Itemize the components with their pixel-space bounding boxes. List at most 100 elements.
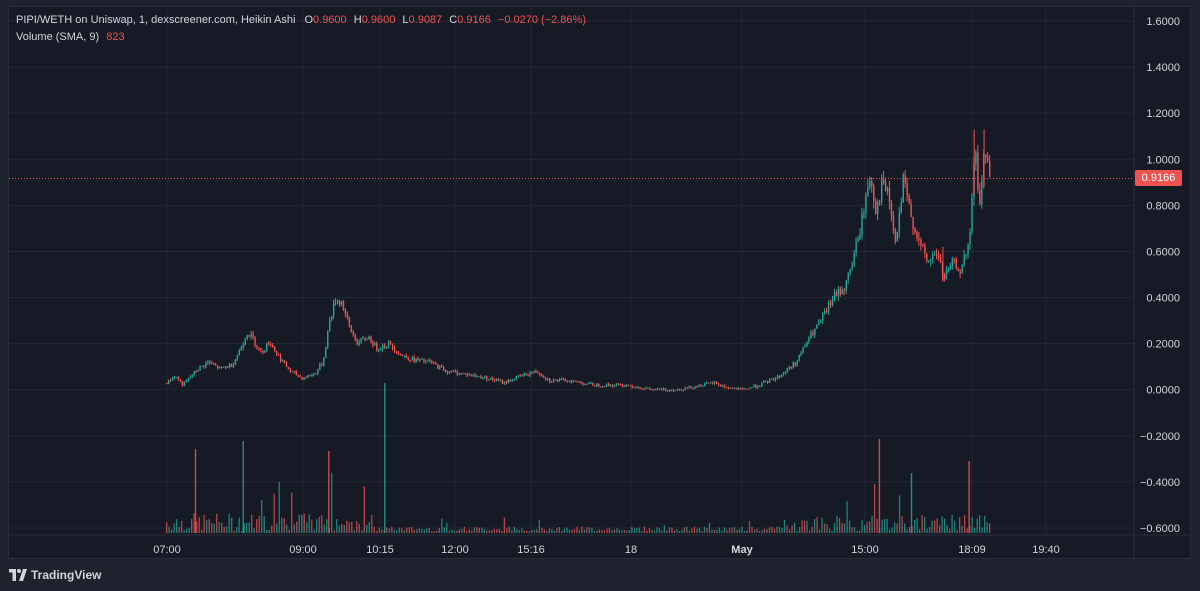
volume-bar [513,526,516,533]
candle-body [892,215,895,231]
volume-bar [588,527,591,533]
volume-bar [298,514,300,533]
candle-body [301,376,303,380]
candle-body [482,377,484,379]
volume-bar [658,527,661,533]
volume-bar [248,522,250,533]
volume-bar [586,527,588,533]
volume-bar [666,530,668,533]
volume-bar [726,530,728,533]
volume-bar [906,529,908,533]
candle-body [219,367,221,369]
candle-body [350,325,353,332]
candle-body [572,380,574,383]
volume-bar [173,523,175,533]
candle-body [794,362,796,366]
volume-bar [458,529,460,533]
candle-body [810,332,812,339]
candle-body [774,378,777,381]
candle-body [246,335,248,340]
y-tick-label: 0.0000 [1146,385,1180,397]
candle-body [303,377,305,380]
volume-bar [886,519,888,533]
y-tick-label: −0.4000 [1140,477,1180,489]
volume-bar [928,526,931,533]
candle-body [327,331,329,348]
volume-bar [376,530,378,533]
candle-body [806,342,808,347]
candle-body [431,360,433,363]
candle-body [733,388,736,390]
volume-bar [396,530,398,533]
candle-body [611,384,614,387]
candle-body [981,180,983,205]
volume-bar [166,522,168,533]
candle-body [305,377,307,379]
x-tick-label: 10:15 [366,544,394,556]
volume-bar [741,526,743,533]
candle-body [635,386,637,388]
volume-bar [801,520,803,533]
candle-body [529,372,531,376]
volume-bar [258,516,260,533]
candle-body [906,183,908,196]
candle-body [338,300,341,305]
volume-bar [836,515,838,533]
candle-body [957,268,959,272]
volume-bar [686,526,688,533]
volume-label: Volume (SMA, 9) [16,31,100,43]
volume-bar [443,527,445,533]
candle-body [289,369,292,372]
volume-bar [953,521,956,533]
chart-frame[interactable]: 1.6000 1.4000 1.2000 1.0000 0.8000 0.6000 0.40… [8,6,1191,559]
volume-bar [838,517,841,533]
candle-body [380,349,382,351]
candle-body [845,280,848,291]
volume-bar [478,527,480,533]
volume-bar [946,525,948,533]
volume-bar [361,530,363,533]
volume-bar [338,525,340,533]
candle-body [939,258,942,263]
volume-bar [303,513,305,533]
volume-bar [966,528,968,533]
price-chart[interactable]: 1.6000 1.4000 1.2000 1.0000 0.8000 0.6000 0.40… [9,7,1190,558]
candle-body [825,311,828,313]
candle-body [307,375,309,378]
volume-bar [846,501,848,533]
tradingview-logo-icon [9,569,27,581]
y-tick-label: −0.2000 [1140,431,1180,443]
candle-body [313,373,315,375]
volume-bar [758,530,761,533]
candle-body [808,338,810,343]
volume-bar [938,524,941,533]
candle-body [696,386,698,388]
candle-body [688,386,690,388]
volume-bar [681,529,683,533]
candle-body [332,302,335,316]
candle-body [494,379,496,381]
volume-bar [401,528,403,533]
candle-body [220,367,223,369]
candle-body [283,360,286,362]
candle-body [209,361,211,364]
volume-bar [551,528,553,533]
volume-bar [226,526,228,533]
volume-bar [648,528,651,533]
volume-bar [623,529,626,533]
volume-bar [561,530,563,533]
candle-body [270,344,272,346]
volume-bar [541,527,543,533]
volume-bar [416,529,418,533]
candle-body [584,383,586,385]
candle-body [680,389,683,391]
volume-bar [973,527,976,533]
close-value: 0.9166 [457,14,491,26]
candle-body [605,383,608,387]
candle-body [521,375,523,377]
tradingview-brand[interactable]: TradingView [9,568,101,582]
candle-body [321,364,323,366]
volume-bar [771,526,773,533]
candle-body [918,238,920,240]
candle-body [179,380,182,382]
